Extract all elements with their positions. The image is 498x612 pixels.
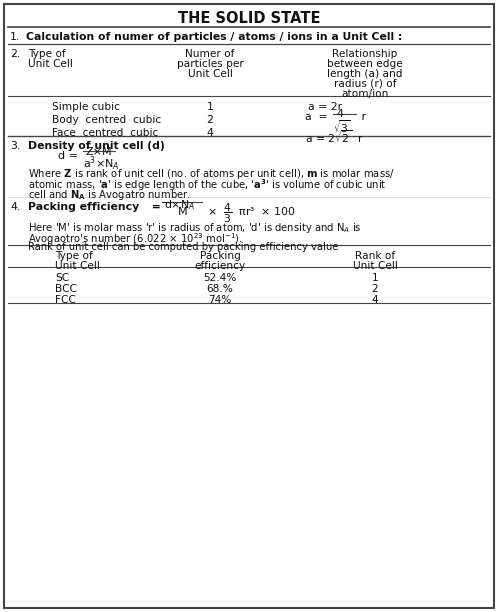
Text: =: =: [148, 202, 161, 212]
Text: Unit Cell: Unit Cell: [55, 261, 100, 271]
Text: particles per: particles per: [177, 59, 244, 69]
Text: 1: 1: [207, 102, 214, 112]
Text: Unit Cell: Unit Cell: [28, 59, 73, 69]
Text: a = 2$\sqrt{2}$  r: a = 2$\sqrt{2}$ r: [305, 128, 364, 144]
Text: 2.: 2.: [10, 49, 20, 59]
Text: Type of: Type of: [28, 49, 66, 59]
Text: Face  centred  cubic: Face centred cubic: [52, 128, 158, 138]
Text: 52.4%: 52.4%: [203, 273, 237, 283]
Text: BCC: BCC: [55, 284, 77, 294]
Text: 1: 1: [372, 273, 378, 283]
Text: 1.: 1.: [10, 32, 20, 42]
Text: Unit Cell: Unit Cell: [188, 69, 233, 79]
Text: Type of: Type of: [55, 251, 93, 261]
Text: a  =: a =: [305, 112, 328, 122]
Text: Numer of: Numer of: [185, 49, 235, 59]
Text: r: r: [358, 112, 366, 122]
Text: ×  $\dfrac{4}{3}$  πr³  × 100: × $\dfrac{4}{3}$ πr³ × 100: [204, 202, 296, 225]
Text: THE SOLID STATE: THE SOLID STATE: [178, 11, 320, 26]
Text: Rank of: Rank of: [355, 251, 395, 261]
Text: 68.%: 68.%: [207, 284, 234, 294]
Text: 74%: 74%: [208, 295, 232, 305]
Text: a = 2r: a = 2r: [308, 102, 342, 112]
Text: 3.: 3.: [10, 141, 20, 151]
Text: 4: 4: [207, 128, 214, 138]
Text: atom/ion: atom/ion: [341, 89, 388, 99]
Text: radius (r) of: radius (r) of: [334, 79, 396, 89]
Text: between edge: between edge: [327, 59, 403, 69]
Text: Here 'M' is molar mass 'r' is radius of atom, 'd' is density and N$_A$ is: Here 'M' is molar mass 'r' is radius of …: [28, 221, 362, 235]
Text: 4: 4: [372, 295, 378, 305]
Text: Packing efficiency: Packing efficiency: [28, 202, 139, 212]
Text: cell and $\mathbf{N_A}$ is Avogatro number.: cell and $\mathbf{N_A}$ is Avogatro numb…: [28, 188, 191, 202]
Text: 2: 2: [207, 115, 214, 125]
Text: Where $\mathbf{Z}$ is rank of unit cell (no. of atoms per unit cell), $\mathbf{m: Where $\mathbf{Z}$ is rank of unit cell …: [28, 167, 395, 181]
Text: a$^3$×N$_A$: a$^3$×N$_A$: [83, 155, 120, 173]
Text: Calculation of numer of particles / atoms / ions in a Unit Cell :: Calculation of numer of particles / atom…: [26, 32, 402, 42]
Text: 4: 4: [336, 109, 343, 119]
Text: d×N$_A$: d×N$_A$: [164, 198, 195, 212]
Text: Density of unit cell (d): Density of unit cell (d): [28, 141, 165, 151]
Text: Rank of unit cell can be computed by packing efficiency value: Rank of unit cell can be computed by pac…: [28, 242, 338, 252]
Text: Packing: Packing: [200, 251, 241, 261]
Text: M: M: [178, 207, 188, 217]
Text: 2: 2: [372, 284, 378, 294]
Text: length (a) and: length (a) and: [327, 69, 403, 79]
Text: Relationship: Relationship: [332, 49, 398, 59]
Text: $\sqrt{3}$: $\sqrt{3}$: [333, 118, 351, 135]
Text: efficiency: efficiency: [194, 261, 246, 271]
Text: Avogaotro's number (6.022 × 10$^{23}$ mol$^{-1}$).: Avogaotro's number (6.022 × 10$^{23}$ mo…: [28, 231, 243, 247]
Text: Body  centred  cubic: Body centred cubic: [52, 115, 161, 125]
Text: Unit Cell: Unit Cell: [353, 261, 397, 271]
Text: FCC: FCC: [55, 295, 76, 305]
Text: Z×M: Z×M: [86, 147, 113, 157]
Text: SC: SC: [55, 273, 69, 283]
Text: atomic mass, '$\mathbf{a}$' is edge length of the cube, '$\mathbf{a^3}$' is volu: atomic mass, '$\mathbf{a}$' is edge leng…: [28, 177, 386, 193]
Text: 4.: 4.: [10, 202, 20, 212]
Text: d =: d =: [58, 151, 78, 161]
FancyBboxPatch shape: [4, 4, 494, 608]
Text: Simple cubic: Simple cubic: [52, 102, 120, 112]
